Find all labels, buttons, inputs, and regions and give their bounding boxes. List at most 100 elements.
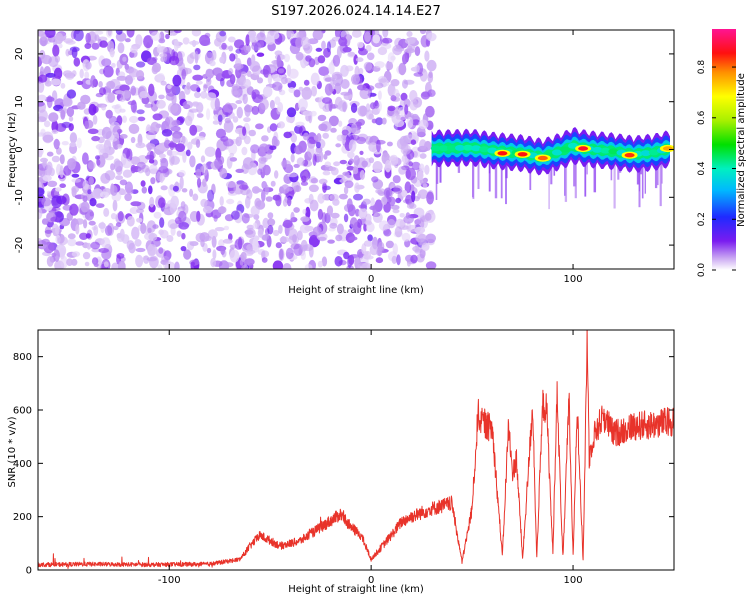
noise-blob bbox=[295, 51, 304, 61]
snr-frame bbox=[37, 329, 675, 571]
noise-blob bbox=[381, 196, 388, 205]
noise-blob bbox=[161, 129, 173, 137]
noise-blob bbox=[405, 169, 412, 180]
noise-blob bbox=[51, 78, 62, 86]
noise-blob bbox=[359, 87, 371, 100]
noise-blob bbox=[135, 254, 144, 268]
noise-blob bbox=[303, 79, 310, 86]
noise-blob bbox=[400, 144, 411, 155]
noise-blob bbox=[300, 181, 309, 186]
noise-blob bbox=[146, 57, 157, 65]
noise-blob bbox=[117, 129, 123, 134]
noise-blob bbox=[425, 233, 437, 244]
noise-blob bbox=[227, 36, 236, 43]
noise-blob bbox=[366, 52, 375, 61]
noise-blob bbox=[92, 188, 103, 199]
noise-blob bbox=[357, 105, 368, 117]
noise-blob bbox=[192, 74, 204, 81]
noise-blob bbox=[182, 37, 190, 45]
noise-blob bbox=[66, 258, 74, 267]
noise-blob bbox=[428, 71, 433, 79]
noise-blob bbox=[152, 113, 163, 121]
noise-blob bbox=[94, 30, 104, 35]
noise-blob bbox=[69, 132, 78, 144]
noise-blob bbox=[272, 229, 280, 237]
band-blob bbox=[446, 145, 457, 152]
noise-blob bbox=[189, 241, 199, 247]
noise-blob bbox=[235, 168, 244, 173]
noise-blob bbox=[213, 114, 220, 121]
noise-blob bbox=[328, 115, 339, 127]
colorbar-tick-label: 0.6 bbox=[697, 110, 707, 125]
noise-blob bbox=[382, 30, 389, 38]
noise-blob bbox=[313, 135, 319, 141]
noise-blob bbox=[405, 48, 415, 54]
noise-blob bbox=[290, 211, 295, 222]
noise-blob bbox=[192, 39, 197, 48]
noise-blob bbox=[91, 42, 100, 50]
noise-blob bbox=[200, 91, 208, 99]
noise-blob bbox=[342, 171, 350, 176]
noise-blob bbox=[317, 193, 325, 204]
noise-blob bbox=[159, 173, 164, 184]
noise-blob bbox=[287, 197, 292, 207]
noise-blob bbox=[411, 161, 421, 171]
noise-blob bbox=[257, 168, 263, 175]
noise-blob bbox=[256, 52, 265, 57]
noise-blob bbox=[145, 143, 156, 149]
noise-blob bbox=[46, 190, 52, 195]
noise-blob bbox=[378, 78, 387, 83]
noise-blob bbox=[336, 134, 344, 142]
noise-blob bbox=[160, 80, 167, 86]
noise-blob bbox=[158, 94, 165, 100]
noise-blob bbox=[386, 61, 394, 71]
noise-blob bbox=[166, 235, 174, 242]
noise-blob bbox=[130, 164, 136, 174]
noise-blob bbox=[84, 71, 90, 79]
noise-blob bbox=[60, 255, 68, 269]
noise-blob bbox=[140, 222, 147, 234]
noise-blob bbox=[386, 141, 393, 147]
band-blob bbox=[438, 145, 449, 152]
band-blob bbox=[560, 146, 570, 153]
noise-blob bbox=[262, 217, 270, 229]
noise-blob bbox=[238, 236, 243, 250]
noise-blob bbox=[251, 105, 260, 115]
noise-blob bbox=[283, 53, 290, 63]
noise-blob bbox=[279, 248, 284, 260]
noise-blob bbox=[406, 31, 413, 37]
noise-blob bbox=[294, 145, 303, 155]
colorbar-tick-label: 0.2 bbox=[697, 212, 707, 226]
noise-blob bbox=[87, 189, 92, 195]
noise-blob bbox=[58, 43, 63, 49]
noise-blob bbox=[158, 153, 166, 159]
noise-blob bbox=[75, 241, 84, 246]
noise-blob bbox=[228, 233, 233, 241]
noise-blob bbox=[406, 259, 411, 267]
noise-blob bbox=[109, 47, 115, 58]
noise-blob bbox=[269, 145, 277, 151]
noise-blob bbox=[84, 120, 90, 130]
noise-blob bbox=[126, 187, 134, 195]
noise-blob bbox=[103, 261, 109, 268]
noise-blob bbox=[141, 186, 147, 194]
noise-blob bbox=[409, 90, 418, 102]
noise-blob bbox=[55, 225, 60, 235]
noise-blob bbox=[80, 201, 90, 213]
noise-blob bbox=[356, 41, 364, 49]
noise-blob bbox=[94, 34, 100, 41]
noise-blob bbox=[307, 38, 319, 45]
noise-blob bbox=[365, 103, 371, 113]
noise-blob bbox=[113, 225, 119, 231]
band-blob bbox=[600, 147, 611, 154]
noise-blob bbox=[181, 68, 187, 80]
noise-blob bbox=[276, 55, 281, 68]
noise-blob bbox=[271, 74, 277, 79]
noise-blob bbox=[87, 161, 96, 170]
noise-blob bbox=[228, 45, 234, 52]
noise-blob bbox=[348, 236, 358, 241]
band-peak bbox=[578, 146, 589, 151]
noise-blob bbox=[387, 218, 396, 229]
noise-blob bbox=[364, 250, 371, 260]
band-peak bbox=[517, 152, 528, 157]
